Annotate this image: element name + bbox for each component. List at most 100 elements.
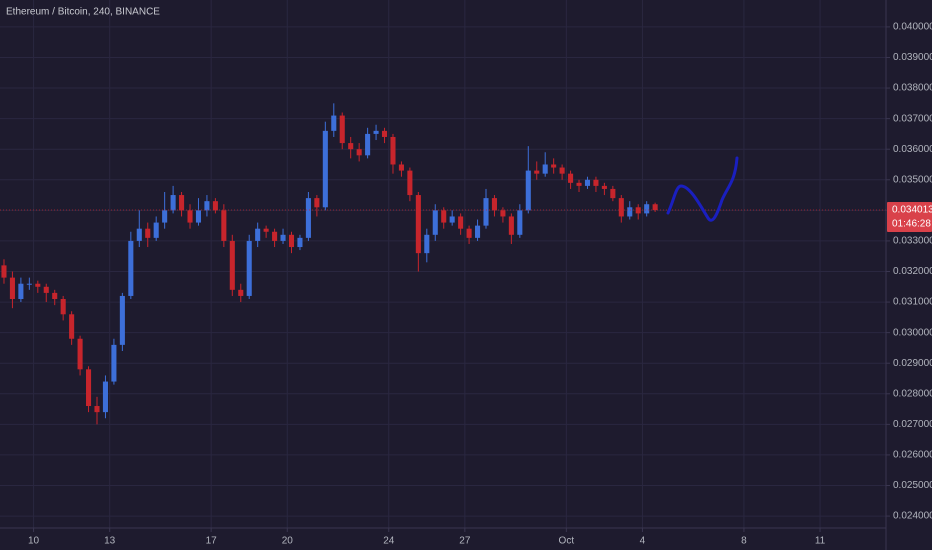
candle-body [601,185,607,189]
candle-body [77,338,83,370]
candle-body [381,130,388,137]
candle-body [187,210,193,223]
x-tick-label: 24 [383,536,395,547]
last-price-label: 0.034013 [892,205,932,216]
candle-body [466,228,472,238]
y-tick-label: 0.025000 [893,480,932,491]
chart-title: Ethereum / Bitcoin, 240, BINANCE [6,7,160,18]
candle-body [348,143,354,150]
candle-body [170,195,176,211]
candle-body [86,369,92,407]
candle-body [500,210,506,217]
candle-body [195,210,202,223]
x-tick-label: 8 [741,536,747,547]
countdown-label: 01:46:28 [892,219,931,230]
candle-body [145,228,151,238]
candle-body [576,182,582,186]
candle-body [652,204,658,211]
candles [0,103,886,425]
candle-body [432,210,438,235]
y-tick-label: 0.026000 [893,450,932,461]
candle-body [221,210,227,241]
candle-body [322,130,328,208]
candle-body [483,198,489,226]
candle-body [26,283,32,285]
candle-body [9,277,15,300]
candle-body [297,237,303,248]
candle-body [204,201,210,211]
candle-body [136,228,142,241]
last-price-box [887,201,932,232]
candle-body [551,164,557,168]
candle-body [424,234,430,254]
candle-body [18,283,24,300]
candle-body [1,265,7,278]
candle-body [610,188,616,199]
candle-body [153,222,159,238]
candle-body [407,170,413,196]
candle-body [458,216,464,229]
candle-body [179,195,185,211]
x-tick-label: 4 [640,536,646,547]
y-tick-label: 0.031000 [893,297,932,308]
candle-body [415,195,421,254]
candle-body [263,228,269,232]
candle-body [43,286,49,293]
candle-body [52,292,58,300]
candle-body [128,240,134,296]
axes: 0.024000 0.025000 0.026000 0.027000 0.028000… [28,22,932,547]
candle-body [593,179,599,186]
y-tick-label: 0.039000 [893,52,932,63]
candle-body [542,164,548,174]
candle-body [229,240,235,290]
x-tick-label: 10 [28,536,40,547]
candle-body [584,179,591,186]
candle-body [331,115,337,131]
candle-body [102,381,108,413]
candle-body [255,228,261,241]
candle-body [398,164,404,171]
x-tick-label: 13 [104,536,116,547]
candle-body [280,234,286,241]
candle-body [373,130,379,134]
candle-body [517,210,523,235]
y-tick-label: 0.024000 [893,511,932,522]
drawing [666,156,739,222]
y-tick-label: 0.029000 [893,358,932,369]
candle-body [568,173,574,183]
x-tick-label: 17 [206,536,218,547]
candle-body [356,149,362,156]
y-tick-label: 0.038000 [893,83,932,94]
y-tick-label: 0.035000 [893,174,932,185]
candle-body [272,231,278,241]
candle-body [441,210,447,223]
candle-body [69,314,75,339]
candle-body [35,283,41,287]
candle-body [491,198,497,211]
y-tick-label: 0.028000 [893,388,932,399]
candle-body [94,406,100,413]
candle-body [508,216,514,235]
candle-body [246,240,252,296]
candle-body [314,198,320,208]
candle-body [162,210,168,223]
y-tick-label: 0.032000 [893,266,932,277]
candle-body [111,344,117,382]
x-tick-label: 20 [282,536,294,547]
candle-body [365,133,371,156]
candle-body [119,295,125,345]
y-tick-label: 0.027000 [893,419,932,430]
y-tick-label: 0.037000 [893,113,932,124]
candle-body [644,204,650,214]
y-tick-label: 0.040000 [893,22,932,33]
candle-body [627,207,633,217]
x-tick-label: 27 [459,536,471,547]
x-tick-label: 11 [815,536,826,547]
candle-body [60,299,66,315]
candle-body [525,170,531,211]
candle-body [390,136,396,165]
x-tick-label: Oct [559,536,575,547]
